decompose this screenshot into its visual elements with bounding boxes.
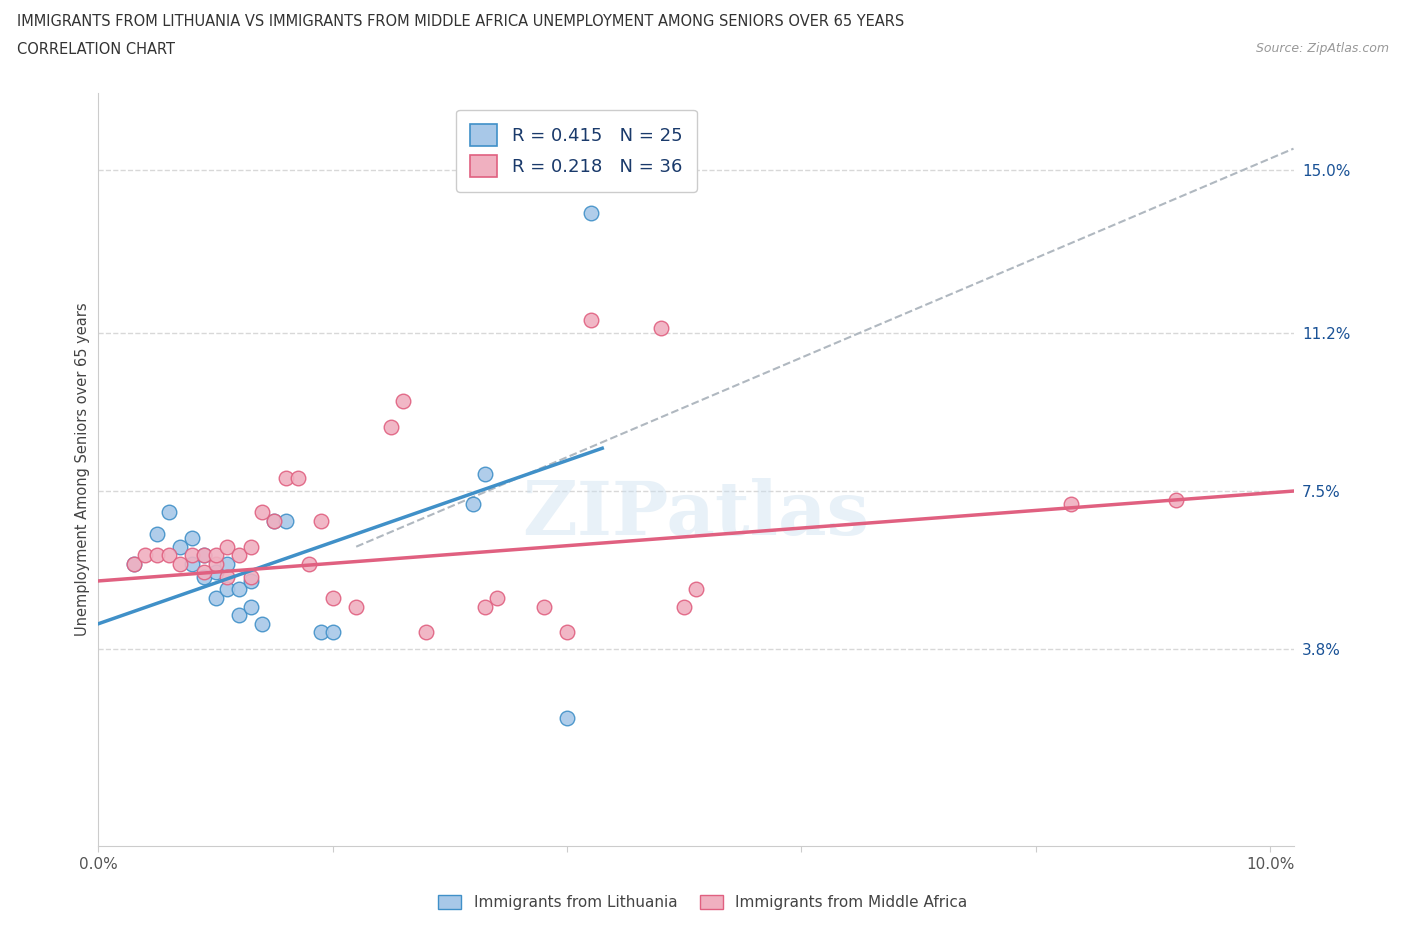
- Point: [298, 556, 321, 571]
- Point: [169, 539, 191, 554]
- Point: [555, 625, 578, 640]
- Point: [181, 548, 204, 563]
- Point: [463, 497, 485, 512]
- Point: [193, 569, 215, 584]
- Text: IMMIGRANTS FROM LITHUANIA VS IMMIGRANTS FROM MIDDLE AFRICA UNEMPLOYMENT AMONG SE: IMMIGRANTS FROM LITHUANIA VS IMMIGRANTS …: [17, 14, 904, 29]
- Point: [122, 556, 145, 571]
- Point: [274, 471, 297, 485]
- Point: [344, 599, 367, 614]
- Point: [228, 582, 250, 597]
- Y-axis label: Unemployment Among Seniors over 65 years: Unemployment Among Seniors over 65 years: [75, 303, 90, 636]
- Point: [239, 599, 262, 614]
- Point: [555, 711, 578, 725]
- Point: [650, 321, 672, 336]
- Point: [217, 556, 239, 571]
- Point: [157, 548, 180, 563]
- Point: [217, 582, 239, 597]
- Legend: Immigrants from Lithuania, Immigrants from Middle Africa: Immigrants from Lithuania, Immigrants fr…: [430, 887, 976, 918]
- Point: [181, 556, 204, 571]
- Point: [415, 625, 437, 640]
- Point: [309, 513, 332, 528]
- Point: [134, 548, 156, 563]
- Point: [380, 419, 402, 434]
- Point: [217, 539, 239, 554]
- Point: [1166, 492, 1188, 507]
- Point: [309, 625, 332, 640]
- Text: ZIPatlas: ZIPatlas: [523, 478, 869, 551]
- Point: [239, 574, 262, 589]
- Point: [287, 471, 309, 485]
- Point: [322, 625, 344, 640]
- Point: [263, 513, 285, 528]
- Point: [204, 565, 226, 579]
- Point: [193, 548, 215, 563]
- Point: [204, 591, 226, 605]
- Point: [533, 599, 555, 614]
- Point: [1060, 497, 1083, 512]
- Point: [228, 548, 250, 563]
- Point: [239, 569, 262, 584]
- Point: [263, 513, 285, 528]
- Point: [485, 591, 508, 605]
- Point: [392, 393, 415, 408]
- Point: [146, 526, 169, 541]
- Text: Source: ZipAtlas.com: Source: ZipAtlas.com: [1256, 42, 1389, 55]
- Point: [322, 591, 344, 605]
- Point: [228, 607, 250, 622]
- Text: CORRELATION CHART: CORRELATION CHART: [17, 42, 174, 57]
- Legend: R = 0.415   N = 25, R = 0.218   N = 36: R = 0.415 N = 25, R = 0.218 N = 36: [456, 110, 697, 192]
- Point: [193, 548, 215, 563]
- Point: [204, 548, 226, 563]
- Point: [146, 548, 169, 563]
- Point: [474, 599, 496, 614]
- Point: [122, 556, 145, 571]
- Point: [193, 565, 215, 579]
- Point: [673, 599, 696, 614]
- Point: [239, 539, 262, 554]
- Point: [181, 531, 204, 546]
- Point: [579, 206, 602, 220]
- Point: [252, 617, 274, 631]
- Point: [169, 556, 191, 571]
- Point: [252, 505, 274, 520]
- Point: [204, 556, 226, 571]
- Point: [685, 582, 707, 597]
- Point: [474, 467, 496, 482]
- Point: [274, 513, 297, 528]
- Point: [217, 569, 239, 584]
- Point: [579, 312, 602, 327]
- Point: [157, 505, 180, 520]
